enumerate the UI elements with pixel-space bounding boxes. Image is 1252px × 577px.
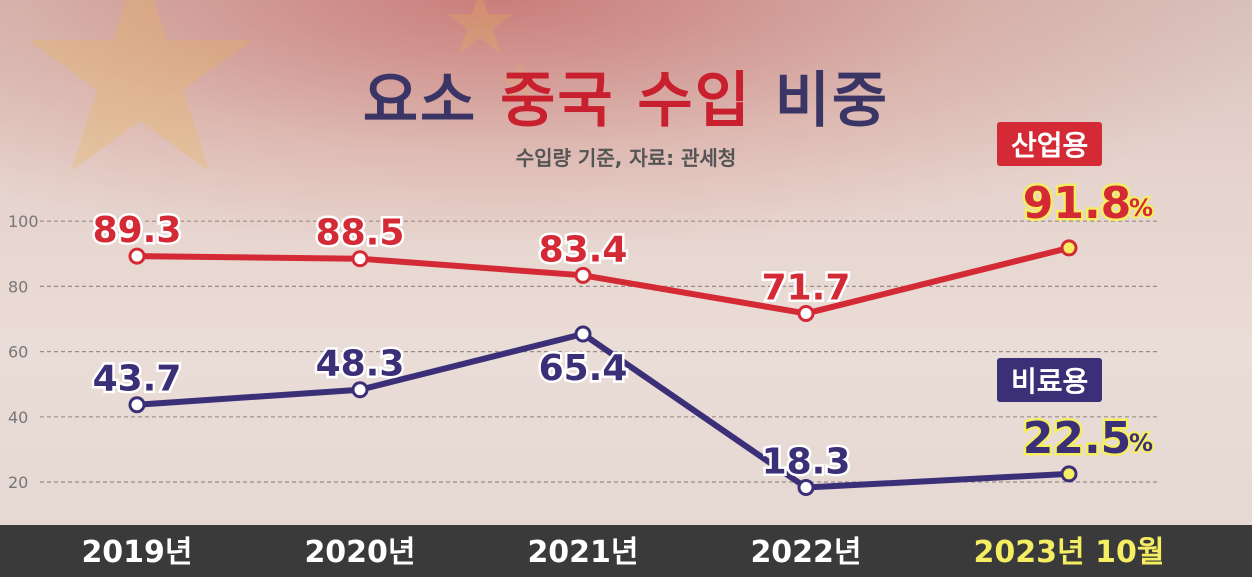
title-part-3: 비중 xyxy=(774,66,890,136)
data-point xyxy=(1060,465,1078,483)
data-label: 89.3 xyxy=(93,210,182,251)
x-tick-label: 2020년 xyxy=(304,535,415,570)
data-point xyxy=(797,304,815,322)
data-label: 43.7 xyxy=(93,359,182,400)
legend-fertilizer-badge: 비료용 xyxy=(997,358,1103,402)
legend-industrial-badge: 산업용 xyxy=(997,122,1103,166)
title-part-1: 요소 xyxy=(362,66,478,136)
data-label: 83.4 xyxy=(539,229,628,270)
x-tick-label: 2023년 10월 xyxy=(974,535,1165,570)
star-icon xyxy=(28,0,252,171)
data-point xyxy=(797,479,815,497)
data-label: 18.3 xyxy=(762,442,851,483)
title-part-2: 중국 수입 xyxy=(500,66,752,136)
data-point xyxy=(574,266,592,284)
y-tick-label: 60 xyxy=(8,343,28,362)
background-glow xyxy=(0,0,1252,240)
data-point xyxy=(351,381,369,399)
data-label: 71.7 xyxy=(762,267,851,308)
data-label: 91.8 xyxy=(1023,178,1132,229)
x-tick-label: 2021년 xyxy=(527,535,638,570)
y-tick-label: 100 xyxy=(8,212,39,231)
data-point xyxy=(128,247,146,265)
unit-label: % xyxy=(1129,194,1153,222)
star-icon xyxy=(498,60,542,102)
data-point xyxy=(574,325,592,343)
flag-stars-background xyxy=(28,0,542,171)
data-point xyxy=(1060,239,1078,257)
y-tick-label: 20 xyxy=(8,473,28,492)
unit-label: % xyxy=(1129,429,1153,457)
y-tick-label: 80 xyxy=(8,277,28,296)
chart-title: 요소 중국 수입 비중 xyxy=(0,52,1252,139)
data-label: 48.3 xyxy=(316,344,405,385)
star-icon xyxy=(447,0,513,53)
data-label: 22.5 xyxy=(1023,413,1132,464)
data-label: 65.4 xyxy=(539,348,628,389)
x-axis-bar xyxy=(0,525,1252,577)
data-point xyxy=(351,250,369,268)
x-tick-label: 2019년 xyxy=(81,535,192,570)
data-point xyxy=(128,396,146,414)
data-label: 88.5 xyxy=(316,213,405,254)
x-tick-label: 2022년 xyxy=(750,535,861,570)
chart-subtitle: 수입량 기준, 자료: 관세청 xyxy=(515,146,737,170)
y-tick-label: 40 xyxy=(8,408,28,427)
